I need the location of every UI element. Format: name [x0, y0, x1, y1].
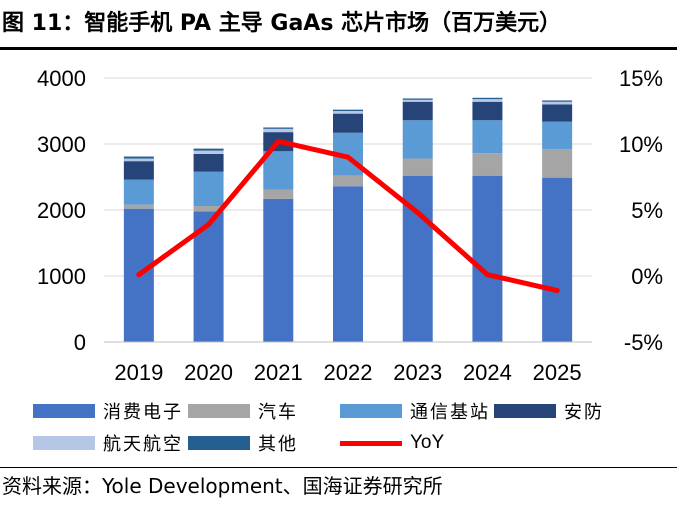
bar-segment-2022-3: [333, 113, 363, 133]
x-tick-label: 2019: [114, 360, 163, 385]
bar-segment-2019-3: [123, 161, 154, 180]
legend-label: 其他: [258, 434, 298, 455]
bar-segment-2023-4: [402, 99, 433, 102]
bar-segment-2021-0: [263, 198, 294, 342]
legend-label: 消费电子: [103, 402, 183, 423]
legend-swatch-automotive: [188, 404, 250, 418]
legend-swatch-base-station: [340, 404, 402, 418]
y-tick-label: 3000: [37, 132, 86, 157]
y2-tick-label: 15%: [619, 66, 663, 91]
bar-segment-2021-5: [263, 127, 294, 129]
legend-label: YoY: [410, 432, 445, 453]
bar-segment-2020-5: [193, 148, 224, 151]
bar-segment-2019-2: [123, 179, 154, 205]
bar-segment-2024-4: [472, 99, 503, 102]
y-tick-label: 0: [74, 330, 86, 355]
x-tick-label: 2022: [324, 360, 373, 385]
source-note: 资料来源：Yole Development、国海证券研究所: [2, 474, 443, 498]
bar-segment-2022-0: [333, 186, 363, 342]
y2-tick-label: -5%: [624, 330, 663, 355]
bar-segment-2021-4: [263, 128, 294, 133]
bar-segment-2022-4: [333, 111, 363, 114]
chart-legend: 消费电子 汽车 通信基站 安防 航天航空 其他 YoY: [0, 396, 677, 464]
title-divider: [0, 47, 677, 50]
legend-item-security: 安防: [494, 396, 604, 426]
figure-title: 图 11：智能手机 PA 主导 GaAs 芯片市场（百万美元）: [2, 11, 562, 36]
y2-tick-label: 5%: [631, 198, 663, 223]
bar-segment-2019-1: [123, 204, 154, 209]
x-tick-label: 2021: [254, 360, 303, 385]
bar-segment-2019-4: [123, 158, 154, 162]
y-tick-label: 4000: [37, 66, 86, 91]
legend-label: 航天航空: [103, 434, 183, 455]
legend-label: 汽车: [258, 402, 298, 423]
bar-segment-2024-1: [472, 153, 503, 176]
bar-segment-2025-4: [542, 101, 573, 105]
legend-swatch-security: [494, 404, 556, 418]
y2-tick-label: 10%: [619, 132, 663, 157]
bar-segment-2019-5: [123, 156, 154, 159]
x-tick-label: 2023: [393, 360, 442, 385]
y2-tick-label: 0%: [631, 264, 663, 289]
bar-segment-2025-0: [542, 177, 573, 342]
legend-item-consumer-electronics: 消费电子: [33, 396, 183, 426]
legend-swatch-aerospace: [33, 436, 95, 450]
x-tick-label: 2025: [533, 360, 582, 385]
yoy-point-2020: [206, 222, 212, 228]
bar-segment-2021-1: [263, 189, 294, 199]
bar-segment-2025-5: [542, 100, 573, 102]
legend-item-automotive: 汽车: [188, 396, 298, 426]
bar-segment-2020-4: [193, 150, 224, 154]
bar-segment-2024-3: [472, 101, 503, 121]
bar-segment-2023-3: [402, 101, 433, 121]
yoy-point-2019: [136, 272, 142, 278]
yoy-point-2025: [554, 288, 560, 294]
bar-segment-2021-2: [263, 151, 294, 190]
bar-segment-2023-2: [402, 120, 433, 159]
bar-segment-2024-2: [472, 120, 503, 154]
source-divider: [0, 467, 677, 468]
yoy-point-2021: [275, 138, 281, 144]
legend-swatch-other: [188, 436, 250, 450]
legend-label: 通信基站: [410, 402, 490, 423]
legend-item-base-station: 通信基站: [340, 396, 490, 426]
bar-segment-2022-1: [333, 175, 363, 187]
bar-segment-2023-1: [402, 158, 433, 176]
yoy-point-2022: [345, 154, 351, 160]
bar-segment-2023-5: [402, 98, 433, 100]
bar-segment-2020-2: [193, 171, 224, 207]
legend-line-yoy: [340, 440, 402, 446]
bar-segment-2025-1: [542, 149, 573, 178]
legend-item-other: 其他: [188, 428, 298, 458]
x-tick-label: 2024: [463, 360, 512, 385]
bar-segment-2025-2: [542, 121, 573, 150]
bar-segment-2025-3: [542, 104, 573, 122]
bar-segment-2020-3: [193, 153, 224, 172]
yoy-point-2024: [484, 272, 490, 278]
y-tick-label: 2000: [37, 198, 86, 223]
yoy-point-2023: [415, 210, 421, 216]
legend-item-aerospace: 航天航空: [33, 428, 183, 458]
legend-item-yoy: YoY: [340, 428, 444, 458]
bar-segment-2023-0: [402, 175, 433, 342]
legend-label: 安防: [564, 402, 604, 423]
x-tick-label: 2020: [184, 360, 233, 385]
stacked-bar-line-chart: 0 1000 2000 3000 4000 -5% 0% 5% 10% 15% 2019 2020 20…: [37, 66, 663, 385]
bar-segment-2020-1: [193, 206, 224, 212]
bar-segment-2024-5: [472, 97, 503, 100]
legend-swatch-consumer-electronics: [33, 404, 95, 418]
bar-segment-2022-5: [333, 109, 363, 111]
y-tick-label: 1000: [37, 264, 86, 289]
bar-segment-2024-0: [472, 175, 503, 342]
